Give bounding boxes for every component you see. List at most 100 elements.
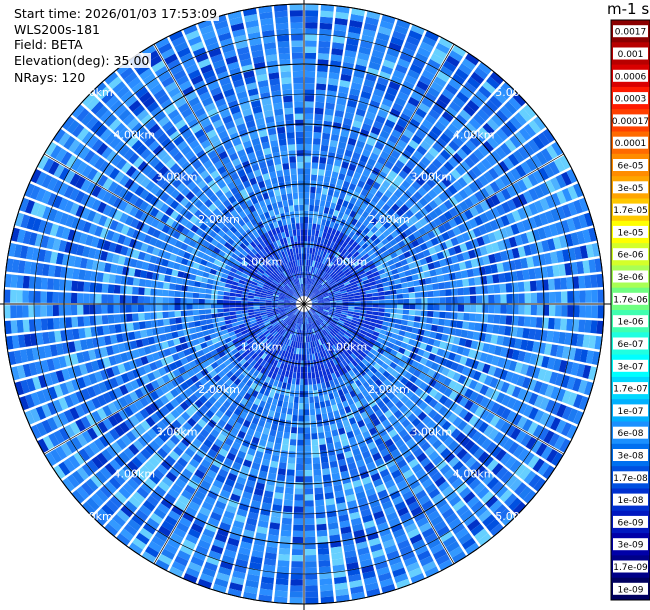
data-cell [167, 58, 181, 70]
data-cell [430, 423, 441, 434]
data-cell [205, 340, 214, 347]
data-cell [231, 253, 239, 260]
data-cell [94, 348, 103, 359]
data-cell [5, 335, 14, 350]
data-cell [348, 436, 357, 445]
data-cell [482, 514, 496, 527]
data-cell [292, 192, 298, 200]
data-cell [355, 491, 366, 500]
data-cell [265, 305, 272, 308]
data-cell [189, 215, 199, 224]
data-cell [308, 317, 312, 324]
data-cell [419, 342, 428, 350]
data-cell [139, 91, 152, 104]
data-cell [171, 331, 179, 339]
data-cell [230, 267, 238, 274]
data-cell [134, 197, 144, 209]
data-cell [288, 199, 294, 206]
data-cell [278, 335, 283, 342]
data-cell [339, 317, 346, 322]
data-cell [140, 385, 150, 396]
data-cell [289, 314, 295, 319]
data-cell [197, 485, 209, 495]
data-cell [163, 251, 172, 260]
data-cell [285, 309, 292, 313]
data-cell [285, 119, 294, 127]
data-cell [272, 96, 282, 104]
data-cell [308, 378, 313, 385]
data-cell [75, 390, 86, 403]
data-cell [218, 130, 229, 140]
data-cell [227, 362, 235, 371]
data-cell [272, 338, 278, 345]
data-cell [208, 256, 216, 264]
data-cell [43, 250, 52, 263]
data-cell [230, 288, 237, 293]
data-cell [55, 252, 64, 265]
data-cell [500, 304, 507, 314]
data-cell [155, 387, 165, 398]
data-cell [370, 382, 379, 391]
data-cell [292, 273, 296, 280]
data-cell [299, 290, 302, 297]
data-cell [232, 111, 243, 121]
data-cell [362, 323, 370, 329]
data-cell [60, 442, 73, 457]
data-cell [407, 413, 417, 423]
data-cell [399, 404, 409, 414]
data-cell [312, 315, 317, 321]
data-cell [305, 64, 316, 72]
data-cell [289, 313, 294, 319]
data-cell [384, 358, 393, 366]
data-cell [62, 116, 75, 131]
data-cell [120, 373, 130, 384]
data-cell [130, 218, 140, 229]
data-cell [282, 200, 289, 207]
data-cell [248, 260, 256, 267]
data-cell [271, 228, 277, 236]
data-cell [268, 288, 275, 293]
data-cell [196, 349, 205, 357]
data-cell [311, 306, 318, 309]
data-cell [137, 160, 149, 172]
data-cell [290, 306, 297, 309]
data-cell [267, 472, 277, 480]
data-cell [474, 382, 484, 393]
data-cell [189, 170, 199, 180]
data-cell [306, 348, 310, 355]
data-cell [22, 290, 29, 303]
data-cell [500, 347, 508, 358]
data-cell [160, 214, 170, 224]
data-cell [197, 539, 211, 550]
data-cell [360, 329, 367, 335]
data-cell [202, 330, 210, 337]
data-cell [275, 22, 289, 30]
data-cell [351, 367, 359, 375]
data-cell [314, 236, 318, 243]
data-cell [174, 97, 187, 108]
data-cell [254, 311, 261, 315]
data-cell [205, 365, 214, 373]
data-cell [96, 142, 108, 156]
data-cell [240, 541, 252, 550]
data-cell [158, 367, 167, 377]
data-cell [460, 329, 468, 338]
data-cell [435, 498, 448, 510]
data-cell [277, 560, 290, 568]
data-cell [185, 463, 197, 474]
data-cell [174, 297, 181, 304]
data-cell [158, 432, 169, 443]
data-cell [333, 343, 340, 350]
data-cell [386, 400, 395, 410]
data-cell [98, 160, 110, 173]
data-cell [290, 16, 303, 23]
data-cell [210, 170, 220, 179]
data-cell [224, 176, 233, 185]
data-cell [456, 504, 469, 517]
data-cell [389, 337, 397, 344]
data-cell [237, 197, 245, 206]
data-cell [43, 221, 54, 235]
data-cell [332, 337, 338, 344]
data-cell [126, 227, 136, 238]
data-cell [341, 310, 348, 314]
